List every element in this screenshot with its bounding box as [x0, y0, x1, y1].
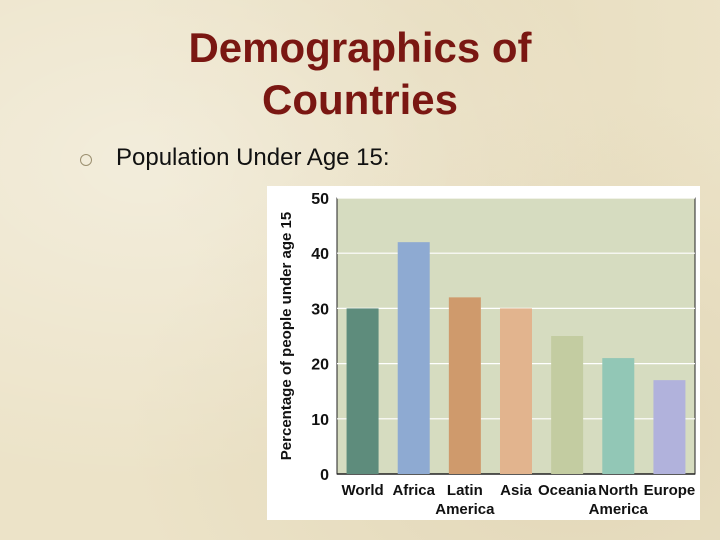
y-tick-label: 50: [311, 191, 329, 208]
x-category-label: Oceania: [538, 482, 597, 499]
bars: [346, 242, 686, 474]
y-axis-label: Percentage of people under age 15: [278, 212, 295, 460]
bullet-item: Population Under Age 15:: [80, 144, 390, 172]
y-tick-label: 10: [311, 412, 329, 429]
slide-title: Demographics of Countries: [120, 22, 600, 126]
bar: [551, 336, 584, 474]
bar: [397, 242, 430, 474]
circle-bullet-icon: [80, 154, 92, 166]
x-axis-categories: World Africa Latin America Asia Oceania North A…: [341, 482, 695, 518]
title-line-1: Demographics of: [188, 24, 532, 71]
bullet-text: Population Under Age 15:: [116, 144, 390, 171]
chart-frame: 0 10 20 30 40 50 World Africa Latin America Asia O…: [267, 186, 700, 520]
x-category-label: Europe: [644, 482, 696, 499]
x-category-label: America: [435, 501, 495, 518]
bar: [448, 297, 481, 474]
title-line-2: Countries: [261, 76, 458, 123]
y-tick-label: 30: [311, 301, 329, 318]
y-tick-label: 0: [320, 467, 329, 484]
x-category-label: America: [589, 501, 649, 518]
y-tick-label: 20: [311, 357, 329, 374]
bar: [346, 308, 379, 474]
bar: [602, 358, 635, 474]
bar-chart: 0 10 20 30 40 50 World Africa Latin America Asia O…: [278, 191, 696, 518]
x-category-label: North: [598, 482, 638, 499]
bar: [653, 380, 686, 474]
x-category-label: Latin: [447, 482, 483, 499]
x-category-label: Africa: [392, 482, 435, 499]
y-tick-label: 40: [311, 246, 329, 263]
x-category-label: World: [341, 482, 383, 499]
y-axis-ticks: 0 10 20 30 40 50: [311, 191, 329, 484]
x-category-label: Asia: [500, 482, 532, 499]
bar: [500, 308, 532, 474]
